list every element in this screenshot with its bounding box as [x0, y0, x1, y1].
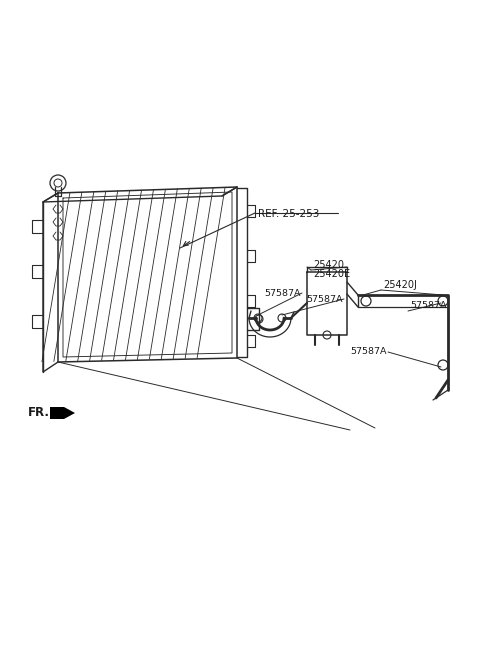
Polygon shape — [50, 407, 75, 419]
Text: 25420J: 25420J — [383, 280, 417, 290]
Text: 25420: 25420 — [313, 260, 344, 270]
Text: 57587A: 57587A — [264, 289, 300, 298]
Text: 57587A: 57587A — [306, 295, 343, 304]
Text: FR.: FR. — [28, 407, 50, 419]
Text: 57587A: 57587A — [410, 302, 446, 310]
Text: REF. 25-253: REF. 25-253 — [258, 209, 319, 219]
Text: 57587A: 57587A — [350, 348, 386, 356]
Text: 25420E: 25420E — [313, 269, 350, 279]
